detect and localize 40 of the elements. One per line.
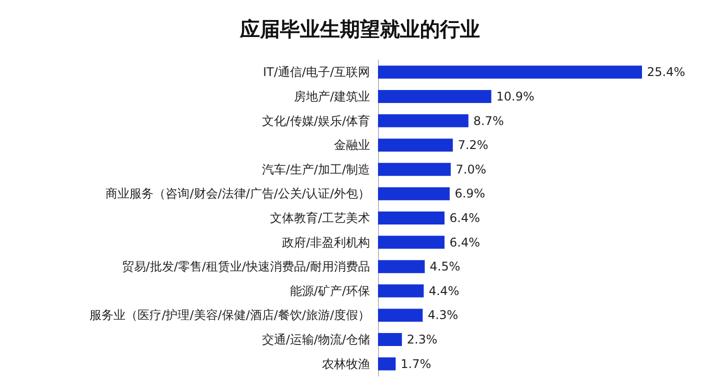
bar	[378, 187, 450, 200]
data-label: 4.5%	[430, 260, 460, 274]
y-tick-label: 政府/非盈利机构	[282, 235, 370, 250]
bar	[378, 260, 425, 274]
data-label: 6.9%	[454, 186, 486, 201]
data-label: 2.3%	[406, 332, 438, 347]
y-tick-label: 金融业	[334, 138, 370, 152]
bar	[378, 308, 423, 322]
bar	[378, 333, 402, 346]
y-tick-label: 商业服务（咨询/财会/法律/广告/公关/认证/外包）	[106, 186, 370, 201]
y-tick-label: 房地产/建筑业	[294, 89, 370, 104]
y-tick-label: IT/通信/电子/互联网	[263, 65, 370, 80]
y-tick-label: 服务业（医疗/护理/美容/保健/酒店/餐饮/旅游/度假）	[90, 308, 370, 322]
y-tick-label: 文化/传媒/娱乐/体育	[262, 114, 370, 128]
bar	[378, 66, 642, 79]
data-label: 10.9%	[496, 89, 534, 104]
data-label: 25.4%	[647, 65, 686, 80]
data-label: 8.7%	[473, 114, 504, 128]
bar	[378, 114, 468, 128]
chart-title: 应届毕业生期望就业的行业	[239, 17, 480, 41]
data-label: 6.4%	[450, 211, 480, 225]
bar	[378, 138, 453, 152]
y-tick-label: 贸易/批发/零售/租赁业/快速消费品/耐用消费品	[122, 260, 370, 274]
bar	[378, 212, 445, 224]
y-tick-label: 交通/运输/物流/仓储	[262, 332, 370, 347]
bar	[378, 284, 424, 298]
data-label: 7.0%	[456, 162, 486, 176]
data-label: 4.4%	[428, 284, 460, 298]
bar	[378, 357, 396, 370]
data-label: 7.2%	[458, 138, 488, 152]
bar	[378, 90, 492, 103]
y-tick-label: 汽车/生产/加工/制造	[262, 162, 370, 176]
bar	[378, 162, 451, 176]
data-label: 6.4%	[450, 235, 480, 250]
data-label: 1.7%	[400, 356, 432, 371]
y-tick-label: 能源/矿产/环保	[290, 284, 370, 298]
bar	[378, 236, 445, 249]
y-tick-label: 文体教育/工艺美术	[270, 211, 370, 225]
data-label: 4.3%	[428, 308, 458, 322]
y-tick-label: 农林牧渔	[322, 356, 370, 371]
